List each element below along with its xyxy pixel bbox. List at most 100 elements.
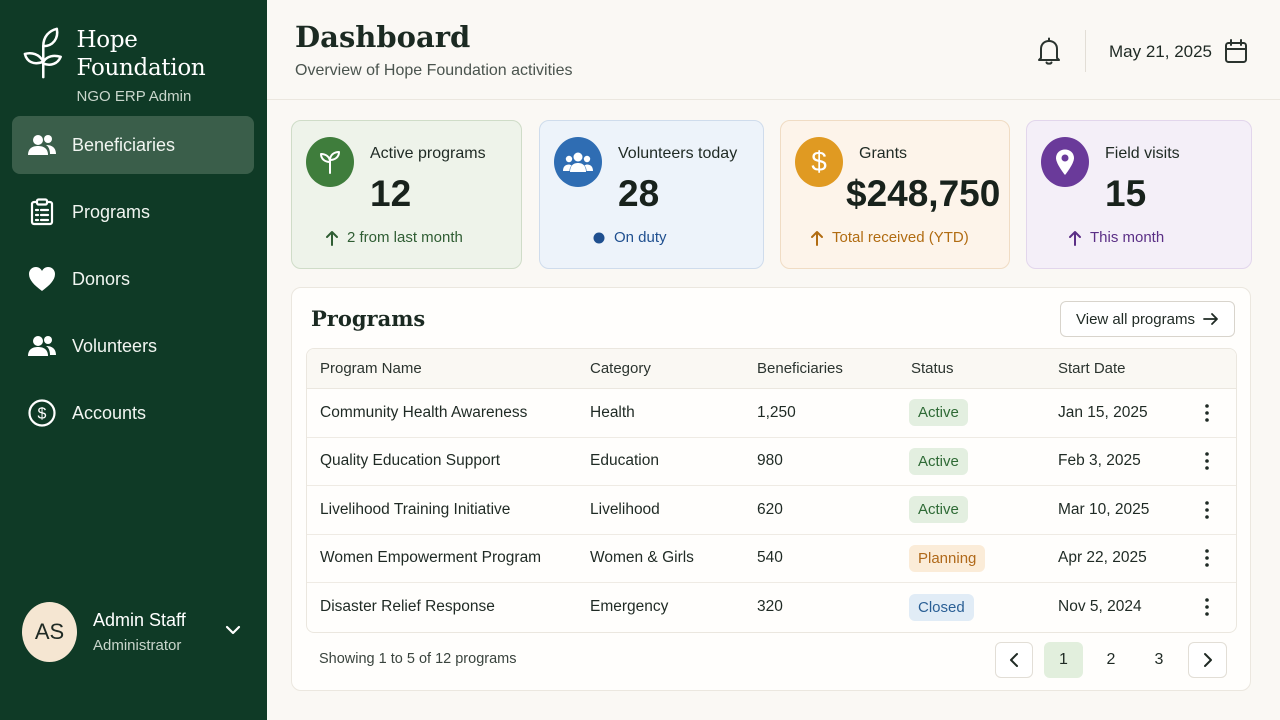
view-all-programs-button[interactable]: View all programs	[1060, 301, 1235, 337]
column-header[interactable]: Program Name	[320, 360, 422, 377]
card-footnote-text: Total received (YTD)	[832, 229, 969, 246]
more-vertical-icon[interactable]	[1197, 401, 1217, 425]
pagination-summary: Showing 1 to 5 of 12 programs	[319, 651, 517, 667]
current-date: May 21, 2025	[1109, 42, 1213, 61]
next-page-button[interactable]	[1188, 642, 1227, 678]
sprout-icon	[306, 137, 354, 187]
table-row[interactable]: Community Health Awareness Health 1,250 Act…	[307, 389, 1236, 438]
more-vertical-icon[interactable]	[1197, 595, 1217, 619]
program-category: Health	[590, 403, 635, 421]
brand-title: Hope Foundation	[76, 27, 206, 81]
more-vertical-icon[interactable]	[1197, 546, 1217, 570]
svg-text:$: $	[811, 147, 827, 177]
page-button-3[interactable]: 3	[1154, 651, 1164, 668]
stat-card-active-programs[interactable]: Active programs 12 2 from last month	[291, 120, 522, 269]
users-icon	[28, 332, 56, 360]
map-pin-icon	[1041, 137, 1089, 187]
header-divider	[1085, 30, 1086, 72]
status-badge: Planning	[909, 544, 986, 572]
stat-card-field-visits[interactable]: Field visits 15 This month	[1026, 120, 1252, 269]
card-footnote-text: 2 from last month	[347, 229, 463, 246]
program-beneficiaries: 620	[757, 500, 783, 518]
brand-subtitle: NGO ERP Admin	[76, 88, 192, 106]
program-beneficiaries: 540	[757, 549, 783, 567]
sidebar-item-label: Accounts	[72, 402, 147, 423]
table-row[interactable]: Quality Education Support Education 980 Act…	[307, 438, 1236, 486]
dot-icon	[593, 232, 605, 243]
program-category: Livelihood	[590, 500, 660, 518]
card-footnote: 2 from last month	[325, 229, 463, 246]
sidebar-item-label: Programs	[72, 201, 151, 222]
sidebar-item-beneficiaries[interactable]: Beneficiaries	[12, 116, 254, 174]
program-category: Women & Girls	[590, 549, 694, 567]
sidebar-item-label: Volunteers	[72, 335, 158, 356]
chevron-right-icon	[1203, 653, 1212, 667]
sidebar: Hope Foundation NGO ERP Admin Beneficiar…	[0, 0, 267, 720]
program-start-date: Jan 15, 2025	[1058, 403, 1148, 421]
column-header[interactable]: Status	[911, 360, 954, 377]
page-header: Dashboard Overview of Hope Foundation ac…	[267, 0, 1280, 100]
program-start-date: Feb 3, 2025	[1058, 452, 1141, 470]
card-value: 12	[370, 173, 412, 214]
card-footnote-text: On duty	[614, 229, 667, 246]
program-name: Women Empowerment Program	[320, 549, 542, 567]
sidebar-nav: Beneficiaries Programs Donors Volunteers…	[12, 116, 254, 451]
stat-card-grants[interactable]: $ Grants $248,750 Total received (YTD)	[780, 120, 1010, 269]
card-footnote-text: This month	[1090, 229, 1165, 246]
table-row[interactable]: Disaster Relief Response Emergency 320 Clos…	[307, 583, 1236, 632]
program-beneficiaries: 1,250	[757, 403, 796, 421]
column-header[interactable]: Category	[590, 360, 651, 377]
program-name: Livelihood Training Initiative	[320, 500, 511, 518]
leaf-logo-icon	[23, 27, 62, 79]
program-start-date: Nov 5, 2024	[1058, 598, 1142, 616]
chevron-down-icon[interactable]	[224, 624, 242, 636]
status-badge: Active	[909, 496, 968, 524]
prev-page-button[interactable]	[995, 642, 1033, 678]
arrow-right-icon	[1203, 313, 1218, 325]
sidebar-item-label: Donors	[72, 268, 131, 289]
card-footnote: This month	[1068, 229, 1164, 246]
more-vertical-icon[interactable]	[1197, 498, 1217, 522]
dollar-circle-icon: $	[28, 399, 56, 427]
sidebar-item-volunteers[interactable]: Volunteers	[12, 317, 254, 375]
program-beneficiaries: 980	[757, 452, 783, 470]
user-name: Admin Staff	[93, 610, 186, 630]
column-header[interactable]: Beneficiaries	[757, 360, 843, 377]
heart-icon	[28, 265, 56, 293]
page-subtitle: Overview of Hope Foundation activities	[295, 62, 573, 79]
page-title: Dashboard	[295, 20, 471, 54]
view-all-label: View all programs	[1076, 310, 1195, 328]
table-row[interactable]: Women Empowerment Program Women & Girls 54…	[307, 535, 1236, 583]
programs-panel: Programs View all programs Program Name …	[291, 287, 1251, 691]
program-start-date: Mar 10, 2025	[1058, 500, 1150, 518]
program-name: Quality Education Support	[320, 452, 501, 470]
bell-icon[interactable]	[1035, 36, 1063, 66]
more-vertical-icon[interactable]	[1197, 449, 1217, 473]
arrow-up-icon	[326, 230, 338, 246]
clipboard-icon	[28, 198, 56, 226]
program-start-date: Apr 22, 2025	[1058, 549, 1147, 567]
program-name: Disaster Relief Response	[320, 598, 495, 616]
column-header[interactable]: Start Date	[1058, 360, 1126, 377]
page-button-2[interactable]: 2	[1106, 651, 1116, 668]
user-menu[interactable]: AS Admin Staff Administrator	[22, 602, 252, 662]
sidebar-item-programs[interactable]: Programs	[12, 183, 254, 241]
status-badge: Active	[909, 447, 968, 475]
arrow-up-icon	[1069, 230, 1081, 246]
brand[interactable]: Hope Foundation NGO ERP Admin	[22, 24, 267, 105]
programs-table: Program Name Category Beneficiaries Stat…	[306, 348, 1237, 633]
calendar-icon[interactable]	[1224, 38, 1248, 64]
stat-card-volunteers-today[interactable]: Volunteers today 28 On duty	[539, 120, 764, 269]
card-label: Field visits	[1105, 145, 1180, 162]
table-row[interactable]: Livelihood Training Initiative Livelihood…	[307, 486, 1236, 535]
sidebar-item-accounts[interactable]: $ Accounts	[12, 384, 254, 442]
program-name: Community Health Awareness	[320, 403, 528, 421]
sidebar-item-donors[interactable]: Donors	[12, 250, 254, 308]
program-beneficiaries: 320	[757, 598, 783, 616]
card-label: Active programs	[370, 145, 486, 162]
card-label: Volunteers today	[618, 145, 738, 162]
status-badge: Closed	[909, 593, 974, 621]
page-button-1[interactable]: 1	[1044, 642, 1083, 678]
users-icon	[28, 131, 56, 159]
table-header: Program Name Category Beneficiaries Stat…	[307, 349, 1236, 389]
